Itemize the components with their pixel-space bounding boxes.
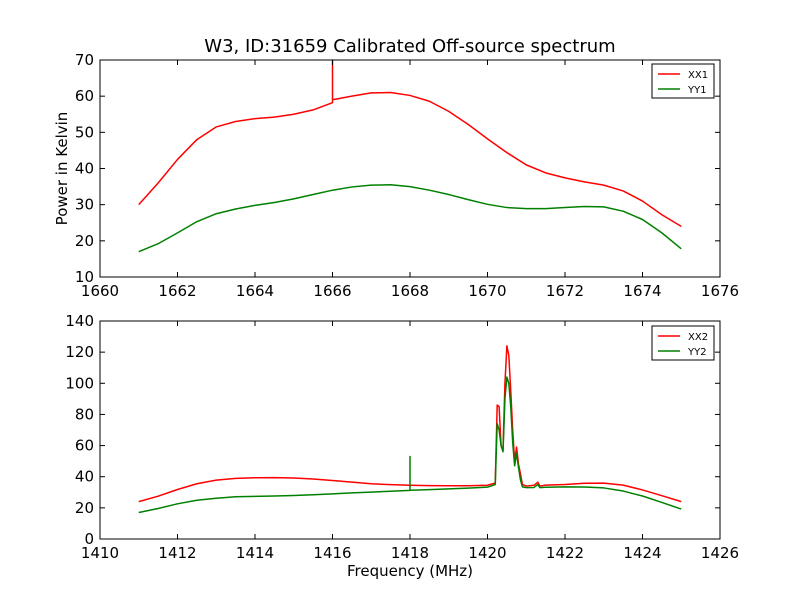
top-y-axis-label: Power in Kelvin xyxy=(53,112,71,226)
top-x-tick-label: 1660 xyxy=(81,282,119,300)
bottom-x-tick-label: 1418 xyxy=(391,544,429,562)
top-spectrum-axes: 1660 1662 1664 1666 1668 1670 1672 1674 1676 10 20… xyxy=(53,51,739,300)
bottom-spectrum-axes: 1410 1412 1414 1416 1418 1420 1422 1424 1426 0 20 4… xyxy=(65,312,739,580)
top-series-line-yy1 xyxy=(138,184,682,253)
top-x-tick-label: 1670 xyxy=(468,282,506,300)
bottom-x-tick-label: 1410 xyxy=(81,544,119,562)
top-series-line-xx1 xyxy=(138,59,682,228)
bottom-y-tick-label: 60 xyxy=(75,437,94,455)
top-x-tick-label: 1672 xyxy=(546,282,584,300)
bottom-x-tick-label: 1414 xyxy=(236,544,274,562)
top-x-tick-label: 1676 xyxy=(701,282,739,300)
bottom-series-line-yy2 xyxy=(138,376,682,514)
bottom-y-tick-label: 120 xyxy=(65,343,94,361)
bottom-x-axis-label: Frequency (MHz) xyxy=(347,562,473,580)
top-x-tick-label: 1666 xyxy=(313,282,351,300)
top-y-tick-label: 40 xyxy=(75,160,94,178)
top-x-tick-label: 1664 xyxy=(236,282,274,300)
bottom-x-tick-label: 1412 xyxy=(158,544,196,562)
bottom-x-tick-label: 1424 xyxy=(623,544,661,562)
top-legend-label-xx1: XX1 xyxy=(688,70,708,81)
top-y-tick-label: 10 xyxy=(75,268,94,286)
top-y-tick-label: 50 xyxy=(75,123,94,141)
figure-title: W3, ID:31659 Calibrated Off-source spect… xyxy=(204,36,615,57)
top-x-tick-label: 1668 xyxy=(391,282,429,300)
bottom-y-tick-label: 140 xyxy=(65,312,94,330)
top-y-tick-label: 20 xyxy=(75,232,94,250)
top-legend-box xyxy=(651,63,715,99)
top-x-tick-label: 1662 xyxy=(158,282,196,300)
top-y-tick-label: 70 xyxy=(75,51,94,69)
bottom-y-tick-label: 20 xyxy=(75,499,94,517)
bottom-x-tick-label: 1416 xyxy=(313,544,351,562)
top-legend-label-yy1: YY1 xyxy=(687,85,707,96)
bottom-x-tick-label: 1422 xyxy=(546,544,584,562)
bottom-x-tick-label: 1420 xyxy=(468,544,506,562)
bottom-legend-box xyxy=(651,325,715,361)
bottom-y-tick-label: 40 xyxy=(75,468,94,486)
bottom-x-tick-label: 1426 xyxy=(701,544,739,562)
bottom-y-tick-label: 80 xyxy=(75,405,94,423)
top-y-tick-label: 30 xyxy=(75,196,94,214)
bottom-y-tick-label: 100 xyxy=(65,374,94,392)
bottom-legend-label-xx2: XX2 xyxy=(688,332,708,343)
top-x-tick-label: 1674 xyxy=(623,282,661,300)
bottom-legend-label-yy2: YY2 xyxy=(687,347,707,358)
top-y-tick-label: 60 xyxy=(75,87,94,105)
bottom-y-tick-label: 0 xyxy=(84,530,94,548)
